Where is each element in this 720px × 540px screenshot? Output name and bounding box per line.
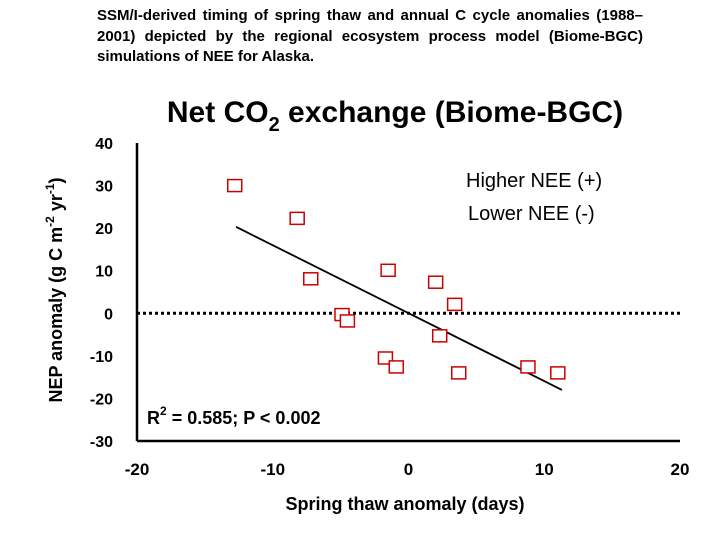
y-axis-label: NEP anomaly (g C m-2 yr-1) xyxy=(43,177,66,402)
r2-annotation: R2 = 0.585; P < 0.002 xyxy=(147,404,320,428)
y-tick-label: 30 xyxy=(95,179,113,196)
data-point xyxy=(427,275,444,289)
data-point xyxy=(289,211,305,226)
y-tick-label: -10 xyxy=(90,349,113,366)
y-label-sup-yr: -1 xyxy=(43,183,57,194)
r2-stats: = 0.585; P < 0.002 xyxy=(167,408,321,428)
y-label-sup-m: -2 xyxy=(43,216,57,227)
data-point xyxy=(446,297,463,312)
data-point xyxy=(450,366,467,380)
x-tick-label: 10 xyxy=(535,460,554,479)
x-tick-label: 20 xyxy=(671,460,690,479)
figure-caption: SSM/I-derived timing of spring thaw and … xyxy=(97,7,643,65)
regression-line xyxy=(235,226,563,391)
data-point xyxy=(226,178,243,193)
data-point xyxy=(303,272,319,286)
chart-title: Net CO2 exchange (Biome-BGC) xyxy=(167,96,623,136)
data-points xyxy=(226,178,566,380)
data-point xyxy=(388,360,405,374)
y-tick-labels: -30 -20 -10 0 10 20 30 40 xyxy=(90,136,113,451)
x-tick-label: -10 xyxy=(260,460,285,479)
y-tick-label: -20 xyxy=(90,391,113,408)
chart-title-rest: exchange (Biome-BGC) xyxy=(280,96,623,129)
x-tick-label: -20 xyxy=(125,460,150,479)
legend-higher-nee: Higher NEE (+) xyxy=(466,170,602,192)
y-tick-label: 20 xyxy=(95,221,113,238)
r2-superscript: 2 xyxy=(160,404,167,418)
plot-area xyxy=(135,143,680,443)
x-tick-label: 0 xyxy=(404,460,413,479)
chart-title-subscript: 2 xyxy=(269,114,280,136)
data-point xyxy=(380,263,396,278)
data-point xyxy=(431,329,448,343)
y-tick-label: 40 xyxy=(95,136,113,153)
r2-label: R xyxy=(147,408,160,428)
data-point xyxy=(520,360,536,374)
y-tick-label: 0 xyxy=(104,306,113,323)
y-label-close: ) xyxy=(46,177,66,183)
data-point xyxy=(550,366,566,380)
y-tick-label: -30 xyxy=(90,434,113,451)
chart-title-main: Net CO xyxy=(167,96,269,129)
x-tick-labels: -20 -10 0 10 20 xyxy=(125,460,690,479)
trend-line-group xyxy=(235,226,563,391)
y-label-yr: yr xyxy=(46,194,66,216)
data-point xyxy=(339,314,356,328)
y-label-main: NEP anomaly (g C m xyxy=(46,227,66,403)
legend-lower-nee: Lower NEE (-) xyxy=(468,203,595,225)
y-tick-label: 10 xyxy=(95,264,113,281)
x-axis-label: Spring thaw anomaly (days) xyxy=(285,494,524,514)
